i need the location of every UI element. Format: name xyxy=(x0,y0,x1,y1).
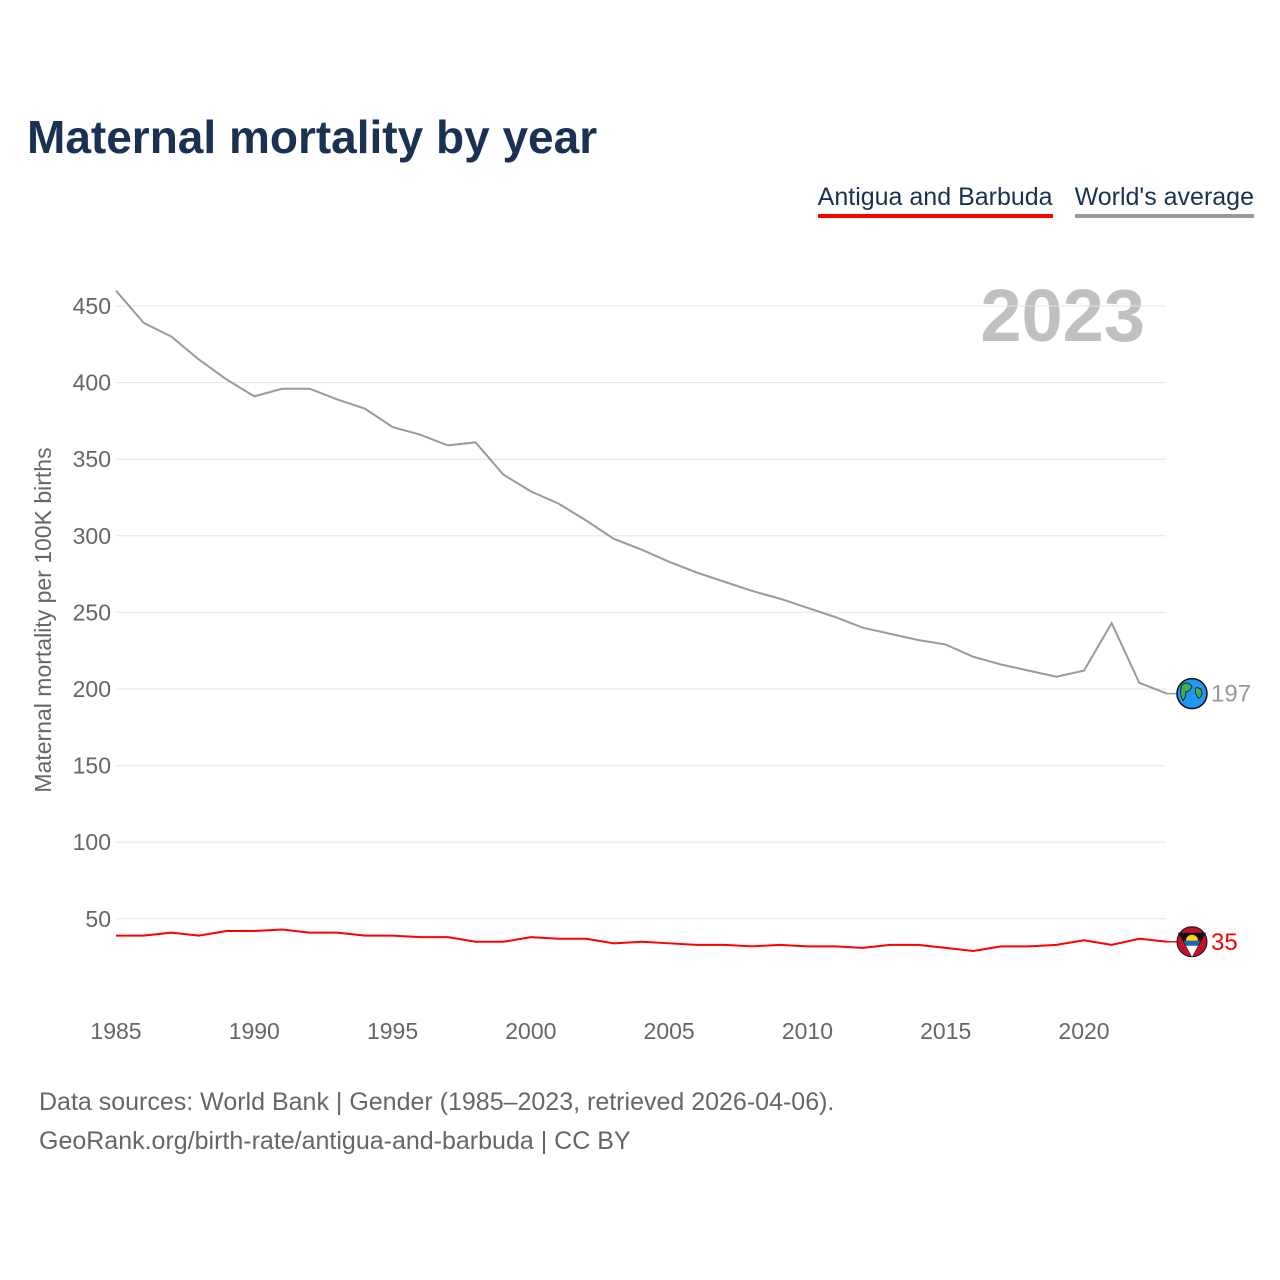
legend-item-world[interactable]: World's average xyxy=(1074,183,1254,218)
footer-sources: Data sources: World Bank | Gender (1985–… xyxy=(39,1088,835,1116)
legend: Antigua and Barbuda World's average xyxy=(817,183,1254,218)
antigua-flag-icon xyxy=(1176,926,1208,958)
y-tick-label: 350 xyxy=(73,446,111,472)
chart-title: Maternal mortality by year xyxy=(27,111,598,163)
x-tick-label: 2005 xyxy=(644,1018,695,1044)
footer-link[interactable]: GeoRank.org/birth-rate/antigua-and-barbu… xyxy=(39,1127,631,1155)
year-watermark: 2023 xyxy=(980,274,1145,357)
x-tick-label: 2015 xyxy=(920,1018,971,1044)
y-tick-label: 250 xyxy=(73,599,111,625)
y-tick-label: 450 xyxy=(73,293,111,319)
x-tick-label: 1995 xyxy=(367,1018,418,1044)
legend-item-country[interactable]: Antigua and Barbuda xyxy=(817,183,1053,218)
series-line-world[interactable] xyxy=(115,290,1168,695)
y-tick-label: 150 xyxy=(73,753,111,779)
series-line-country[interactable] xyxy=(116,928,1168,952)
y-tick-label: 200 xyxy=(73,676,111,702)
y-tick-label: 300 xyxy=(73,523,111,549)
y-tick-label: 400 xyxy=(73,370,111,396)
x-tick-label: 1990 xyxy=(229,1018,280,1044)
end-value-label: 35 xyxy=(1211,929,1238,956)
y-tick-label: 100 xyxy=(73,829,111,855)
y-tick-label: 50 xyxy=(85,906,111,932)
globe-icon xyxy=(1176,677,1208,710)
x-tick-label: 2020 xyxy=(1058,1018,1109,1044)
end-value-label: 197 xyxy=(1211,681,1251,708)
y-axis-label: Maternal mortality per 100K births xyxy=(30,447,56,792)
x-tick-label: 2000 xyxy=(505,1018,556,1044)
x-tick-label: 1985 xyxy=(90,1018,141,1044)
x-tick-label: 2010 xyxy=(782,1018,833,1044)
